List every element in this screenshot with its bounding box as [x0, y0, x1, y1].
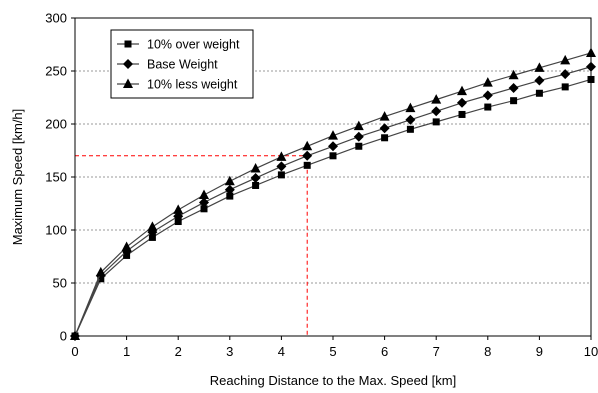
- data-point-square: [432, 118, 440, 126]
- legend-marker-triangle: [123, 78, 133, 88]
- legend-marker-diamond: [123, 59, 133, 69]
- data-point-diamond: [379, 123, 390, 134]
- legend-label: 10% over weight: [147, 38, 240, 52]
- data-point-diamond: [224, 184, 235, 195]
- series-line: [74, 78, 592, 337]
- y-tick-label: 0: [60, 329, 67, 344]
- data-point-diamond: [560, 69, 571, 80]
- data-point-square: [535, 89, 543, 97]
- data-point-triangle: [147, 221, 158, 231]
- data-point-square: [458, 110, 466, 118]
- data-point-triangle: [121, 241, 132, 251]
- legend-item: 10% over weight: [117, 38, 240, 52]
- data-point-square: [148, 233, 156, 241]
- data-point-triangle: [482, 77, 493, 87]
- data-point-triangle: [70, 330, 80, 340]
- data-point-triangle: [586, 47, 596, 57]
- data-point-triangle: [302, 140, 313, 151]
- data-point-triangle: [534, 62, 545, 72]
- y-tick-label: 250: [45, 64, 67, 79]
- data-point-diamond: [482, 90, 493, 101]
- x-tick-label: 10: [584, 344, 598, 359]
- x-tick-label: 8: [484, 344, 491, 359]
- legend-label: 10% less weight: [147, 78, 238, 92]
- data-point-square: [510, 97, 518, 105]
- x-axis-label: Reaching Distance to the Max. Speed [km]: [210, 373, 456, 388]
- data-point-diamond: [457, 97, 467, 108]
- x-axis-ticks: 0 1 2 3 4 5 6 7 8 9 10: [71, 336, 598, 359]
- data-point-diamond: [302, 150, 313, 161]
- data-point-triangle: [276, 151, 287, 161]
- legend-marker-square: [124, 40, 132, 48]
- series-square: [71, 75, 595, 340]
- y-tick-label: 200: [45, 117, 67, 132]
- data-point-triangle: [457, 85, 467, 96]
- x-tick-label: 9: [536, 344, 543, 359]
- data-point-triangle: [173, 204, 184, 214]
- data-point-square: [561, 83, 569, 91]
- data-point-diamond: [508, 82, 519, 93]
- data-point-diamond: [405, 114, 416, 125]
- y-tick-label: 300: [45, 11, 67, 26]
- data-point-square: [226, 192, 234, 200]
- data-point-square: [484, 103, 492, 111]
- x-tick-label: 7: [433, 344, 440, 359]
- data-point-diamond: [534, 75, 545, 86]
- data-point-triangle: [353, 120, 364, 131]
- data-point-square: [381, 134, 389, 142]
- data-point-triangle: [224, 175, 235, 186]
- reference-crosshair: [75, 155, 308, 336]
- legend-label: Base Weight: [147, 58, 218, 72]
- y-tick-label: 150: [45, 170, 67, 185]
- data-point-square: [329, 152, 337, 160]
- data-point-triangle: [95, 266, 106, 277]
- data-point-square: [406, 125, 414, 133]
- legend-item: Base Weight: [117, 58, 218, 72]
- data-point-triangle: [199, 189, 209, 200]
- data-point-triangle: [405, 102, 416, 113]
- x-tick-label: 0: [71, 344, 78, 359]
- data-point-triangle: [250, 163, 261, 173]
- data-point-diamond: [353, 131, 364, 142]
- legend-item: 10% less weight: [117, 78, 238, 92]
- data-point-square: [174, 218, 182, 226]
- data-point-diamond: [431, 106, 442, 117]
- data-point-diamond: [328, 141, 338, 152]
- x-tick-label: 6: [381, 344, 388, 359]
- data-point-square: [200, 205, 208, 213]
- data-point-square: [355, 142, 363, 150]
- x-tick-label: 4: [278, 344, 285, 359]
- data-point-diamond: [586, 61, 596, 72]
- data-point-square: [587, 75, 595, 83]
- legend: 10% over weight Base Weight 10% less weigh…: [110, 29, 254, 99]
- data-point-triangle: [508, 69, 519, 80]
- data-point-square: [277, 171, 285, 179]
- x-tick-label: 2: [175, 344, 182, 359]
- x-tick-label: 3: [226, 344, 233, 359]
- data-point-diamond: [276, 161, 287, 172]
- y-axis-label: Maximum Speed [km/h]: [10, 109, 25, 246]
- data-point-triangle: [431, 94, 442, 104]
- data-point-square: [252, 181, 260, 189]
- series-triangle: [70, 47, 596, 340]
- series-lines: [70, 47, 596, 341]
- data-point-diamond: [250, 173, 261, 184]
- data-point-triangle: [379, 111, 390, 121]
- y-axis-ticks: 0 50 100 150 200 250 300: [45, 11, 75, 344]
- data-point-triangle: [328, 130, 338, 140]
- data-point-square: [303, 161, 311, 169]
- x-tick-label: 5: [329, 344, 336, 359]
- data-point-diamond: [199, 197, 209, 208]
- x-tick-label: 1: [123, 344, 130, 359]
- y-tick-label: 50: [53, 276, 67, 291]
- series-line: [74, 66, 592, 337]
- y-tick-label: 100: [45, 223, 67, 238]
- data-point-triangle: [560, 54, 571, 65]
